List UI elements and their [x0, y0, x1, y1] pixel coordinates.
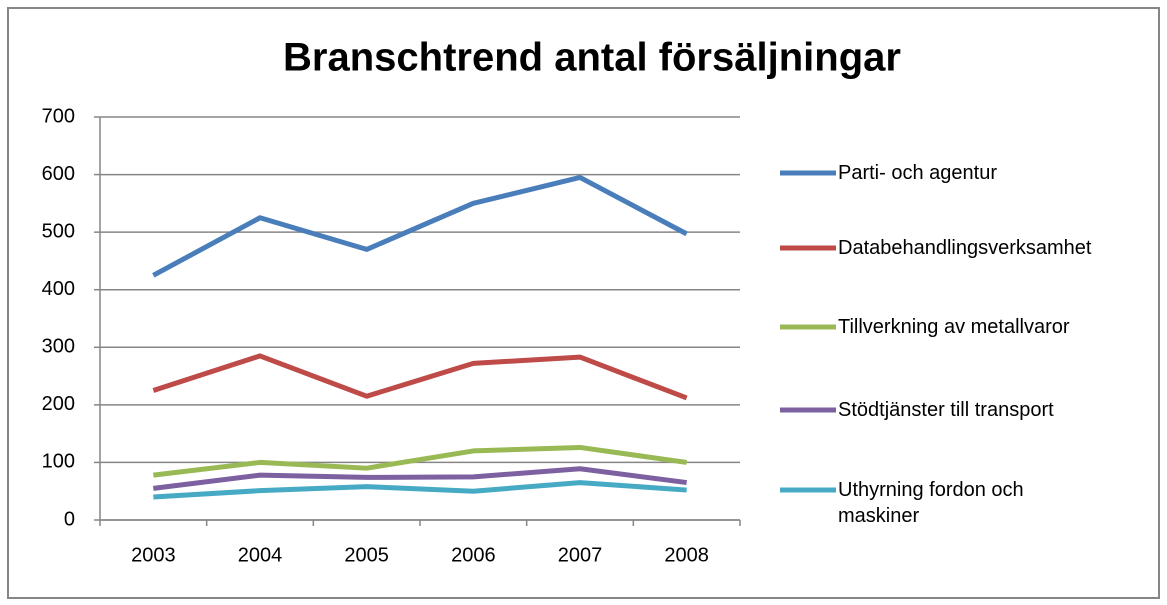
- legend-label: Parti- och agentur: [838, 162, 997, 184]
- series-line: [152, 353, 688, 401]
- chart-title: Branschtrend antal försäljningar: [283, 36, 901, 80]
- y-tick-label: 300: [42, 336, 75, 358]
- chart-frame: [7, 7, 1160, 599]
- y-tick-label: 100: [42, 451, 75, 473]
- series-line: [153, 480, 687, 500]
- y-tick-label: 200: [42, 393, 75, 415]
- y-tick-label: 400: [42, 278, 75, 300]
- legend-label: Stödtjänster till transport: [838, 399, 1054, 421]
- y-tick-label: 500: [42, 220, 75, 242]
- x-tick-label: 2005: [344, 544, 389, 566]
- legend-label: Uthyrning fordon och maskiner: [838, 479, 1024, 527]
- series-line: [153, 466, 687, 491]
- x-tick-label: 2004: [238, 544, 283, 566]
- series-line: [153, 444, 688, 478]
- y-tick-label: 0: [64, 508, 75, 530]
- x-tick-label: 2007: [558, 544, 603, 566]
- x-tick-label: 2008: [664, 544, 709, 566]
- y-tick-label: 700: [42, 105, 75, 127]
- x-tick-label: 2006: [451, 544, 496, 566]
- y-tick-label: 600: [42, 163, 75, 185]
- legend-label: Databehandlingsverksamhet: [838, 237, 1092, 259]
- legend-label: Tillverkning av metallvaror: [838, 316, 1070, 338]
- series-line: [152, 174, 688, 278]
- x-tick-label: 2003: [131, 544, 176, 566]
